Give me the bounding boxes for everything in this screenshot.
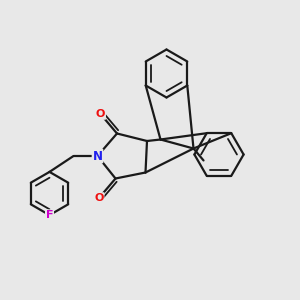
Text: O: O xyxy=(94,193,104,203)
Text: F: F xyxy=(46,210,53,220)
Text: O: O xyxy=(96,109,105,119)
Text: N: N xyxy=(92,149,103,163)
